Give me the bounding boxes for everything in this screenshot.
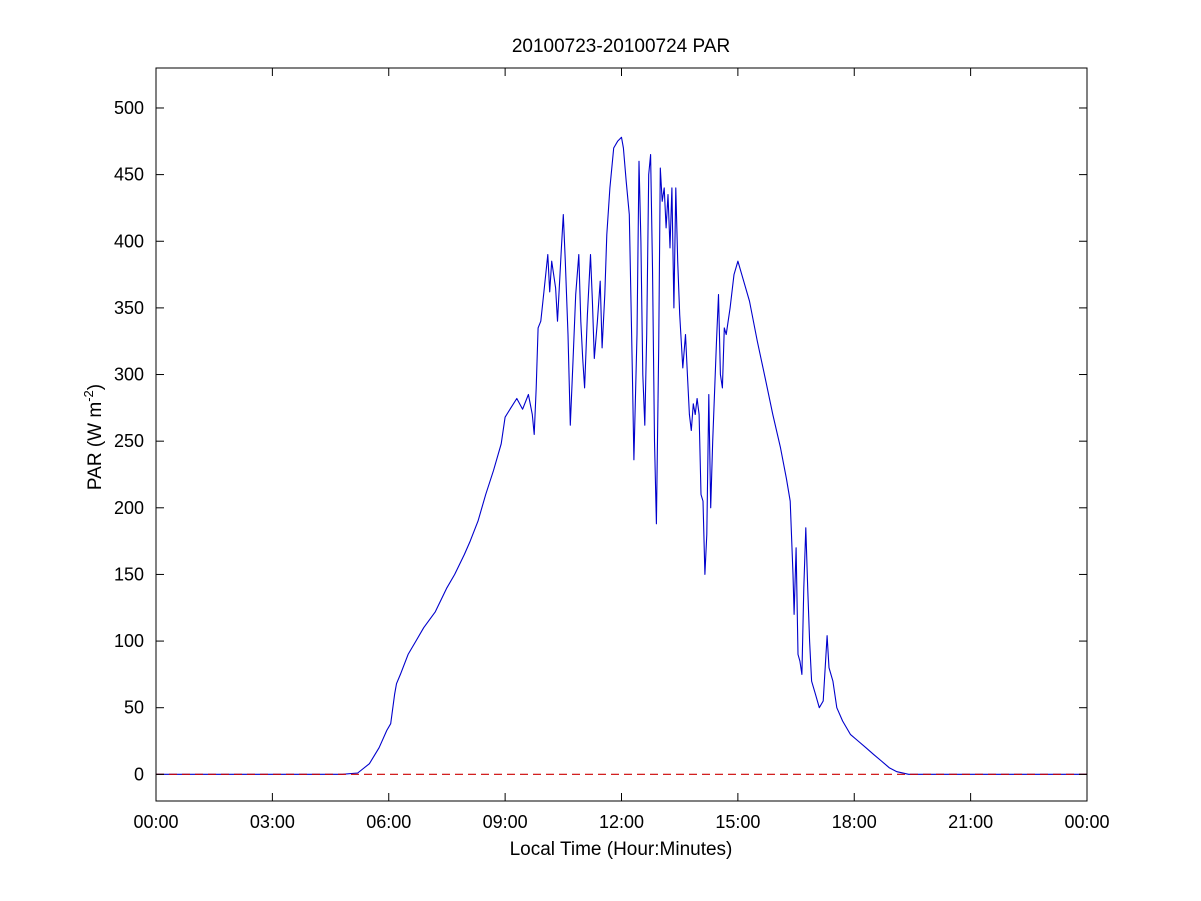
x-tick-label: 03:00 (250, 812, 295, 832)
y-tick-label: 250 (114, 431, 144, 451)
y-tick-label: 0 (134, 764, 144, 784)
x-tick-label: 06:00 (366, 812, 411, 832)
chart-title: 20100723-20100724 PAR (512, 36, 730, 57)
y-tick-label: 400 (114, 231, 144, 251)
y-tick-label: 300 (114, 365, 144, 385)
x-tick-label: 18:00 (832, 812, 877, 832)
x-tick-label: 00:00 (133, 812, 178, 832)
x-tick-label: 09:00 (483, 812, 528, 832)
series-layer (156, 136, 1087, 775)
y-tick-label: 350 (114, 298, 144, 318)
axes-layer: 00:00 03:00 06:00 09:00 12:00 15:00 18:00 21:00… (114, 67, 1110, 832)
x-tick-label: 21:00 (948, 812, 993, 832)
x-tick-label: 12:00 (599, 812, 644, 832)
x-tick-label: 15:00 (715, 812, 760, 832)
y-tick-label: 50 (124, 698, 144, 718)
y-tick-label: 200 (114, 498, 144, 518)
y-tick-label: 100 (114, 631, 144, 651)
y-tick-label: 450 (114, 165, 144, 185)
y-axis-title-sup: -2 (81, 390, 96, 402)
y-tick-label: 150 (114, 564, 144, 584)
x-tick-label: 00:00 (1064, 812, 1109, 832)
x-axis-title: Local Time (Hour:Minutes) (510, 839, 733, 860)
y-axis-title: PAR (W m-2) (81, 384, 106, 490)
y-axis-title-main: PAR (W m (85, 402, 106, 490)
y-tick-label: 500 (114, 98, 144, 118)
y-axis-title-close: ) (85, 384, 106, 390)
par-series-line (156, 136, 1087, 775)
